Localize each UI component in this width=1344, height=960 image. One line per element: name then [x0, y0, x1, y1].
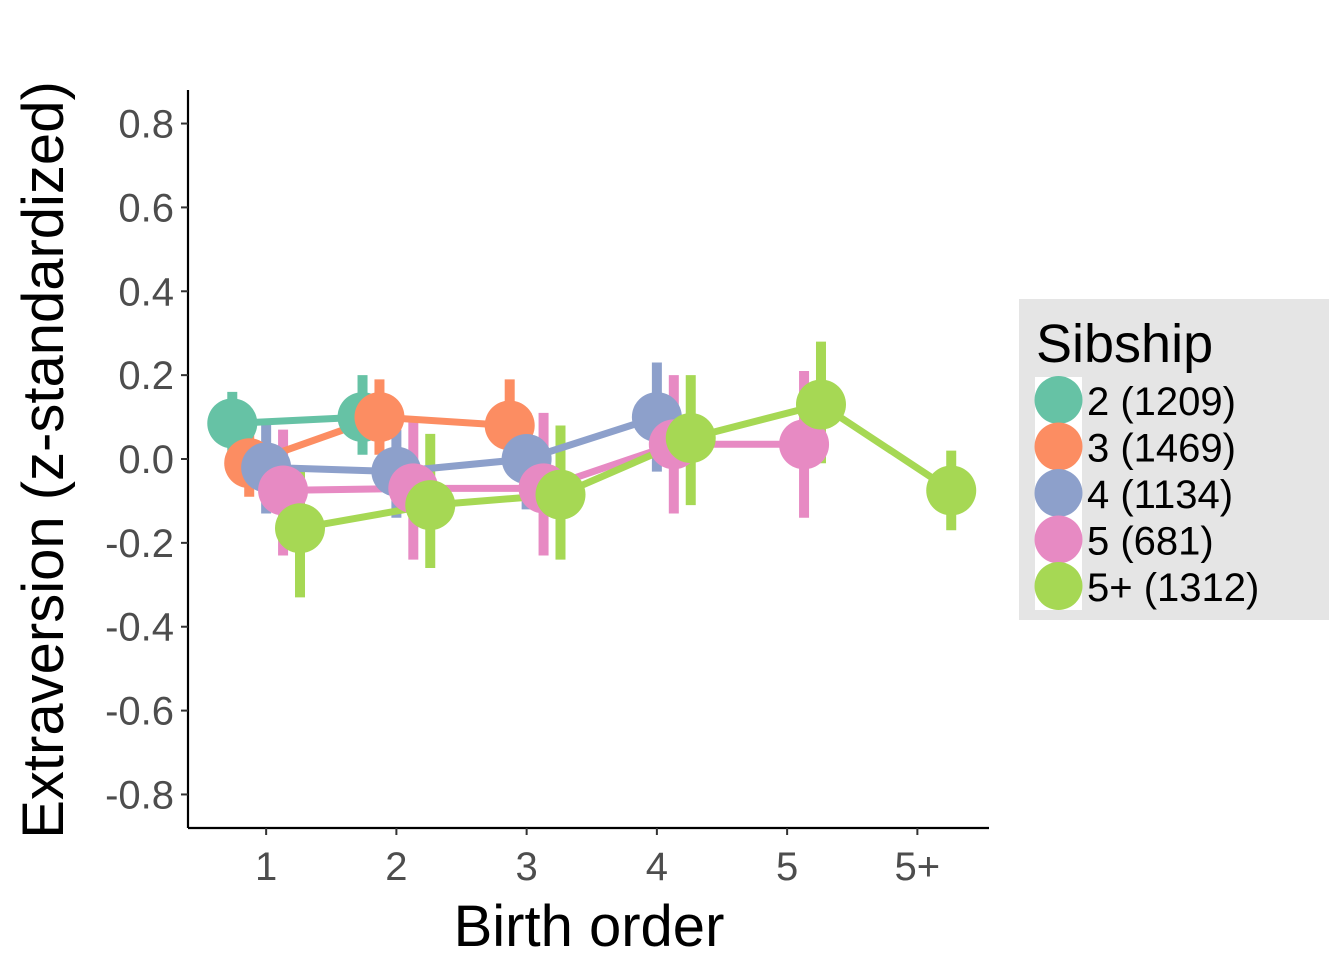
x-tick-label: 5+: [895, 845, 941, 889]
series-points: [207, 379, 977, 554]
x-tick-label: 5: [776, 845, 798, 889]
data-point: [795, 379, 846, 430]
data-point: [354, 392, 405, 443]
tick-labels: 0.8 0.6 0.4 0.2 0.0 -0.2 -0.4 -0.6 -0.8 1 2 3 4 5 5+: [105, 103, 940, 889]
legend-label: 2 (1209): [1087, 380, 1236, 424]
y-tick-label: 0.8: [118, 103, 174, 147]
legend-key-point: [1034, 469, 1083, 517]
data-point: [258, 465, 309, 516]
data-point: [665, 413, 716, 464]
data-point: [535, 469, 586, 520]
legend-key-point: [1034, 376, 1083, 424]
y-tick-label: -0.4: [105, 606, 174, 650]
y-tick-label: 0.2: [118, 354, 174, 398]
x-tick-label: 3: [516, 845, 538, 889]
legend-label: 5 (681): [1087, 520, 1214, 564]
y-axis-title: Extraversion (z-standardized): [11, 81, 76, 839]
y-tick-label: 0.0: [118, 438, 174, 482]
data-point: [779, 419, 830, 470]
legend-items: 2 (1209)3 (1469)4 (1134)5 (681)5+ (1312): [1034, 376, 1259, 610]
legend-title: Sibship: [1036, 314, 1213, 374]
x-tick-label: 2: [385, 845, 407, 889]
axes: [181, 90, 989, 835]
data-point: [207, 398, 258, 449]
y-tick-label: 0.4: [118, 270, 174, 314]
legend: Sibship 2 (1209)3 (1469)4 (1134)5 (681)5…: [1019, 299, 1329, 620]
x-tick-label: 1: [255, 845, 277, 889]
series-line: [265, 413, 658, 476]
y-tick-label: -0.8: [105, 773, 174, 817]
data-point: [926, 465, 977, 516]
y-tick-label: -0.2: [105, 522, 174, 566]
x-axis-title: Birth order: [454, 894, 725, 959]
legend-key-point: [1034, 515, 1083, 564]
x-tick-label: 4: [646, 845, 668, 889]
legend-key-point: [1034, 422, 1083, 471]
y-tick-label: 0.6: [118, 186, 174, 230]
y-tick-label: -0.6: [105, 690, 174, 734]
data-point: [275, 503, 326, 554]
legend-label: 5+ (1312): [1087, 566, 1259, 610]
legend-key-point: [1034, 562, 1083, 610]
legend-label: 4 (1134): [1087, 473, 1233, 517]
data-point: [405, 480, 456, 531]
legend-label: 3 (1469): [1087, 427, 1236, 471]
